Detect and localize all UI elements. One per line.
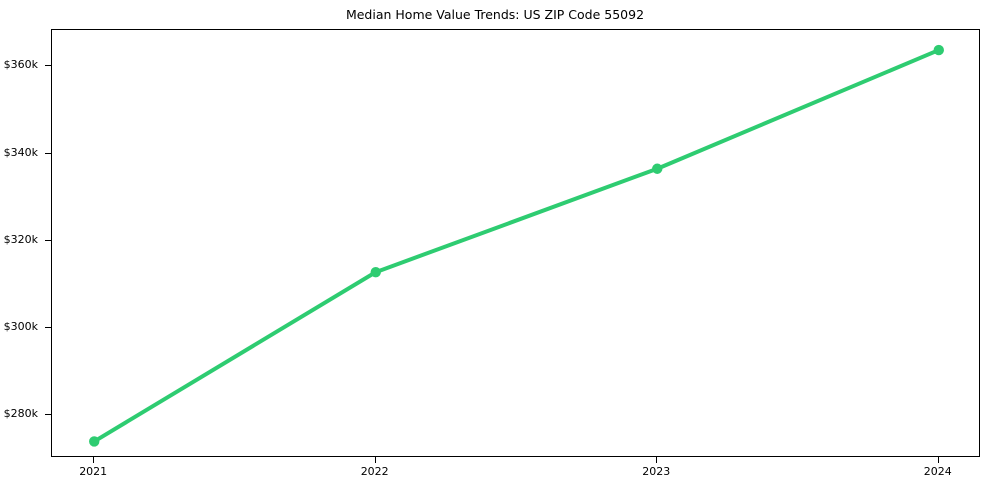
x-axis-tick bbox=[374, 457, 376, 463]
x-axis-tick-label: 2021 bbox=[79, 465, 108, 478]
y-axis-tick-label: $340k bbox=[3, 145, 38, 159]
y-axis-tick bbox=[45, 414, 51, 416]
data-point-marker bbox=[933, 44, 944, 56]
data-line-median-home-value bbox=[92, 48, 941, 444]
data-markers-group bbox=[89, 44, 944, 447]
y-axis-tick bbox=[45, 239, 51, 241]
y-axis-tick-label: $320k bbox=[3, 232, 38, 246]
data-point-marker bbox=[89, 436, 100, 447]
y-axis-tick bbox=[45, 65, 51, 67]
y-axis-tick-label: $360k bbox=[3, 58, 38, 72]
x-axis-tick bbox=[656, 457, 658, 463]
x-axis-tick-label: 2024 bbox=[923, 465, 952, 478]
plot-area bbox=[51, 29, 980, 457]
chart-title: Median Home Value Trends: US ZIP Code 55… bbox=[345, 7, 645, 22]
y-axis-tick bbox=[45, 327, 51, 328]
x-axis-tick-label: 2022 bbox=[360, 465, 389, 478]
y-axis-tick-label: $300k bbox=[3, 320, 38, 333]
y-axis-tick bbox=[45, 152, 51, 154]
data-point-marker bbox=[652, 163, 663, 174]
x-axis-tick bbox=[937, 457, 939, 463]
data-point-marker bbox=[370, 266, 381, 278]
y-axis-tick-label: $280k bbox=[3, 407, 38, 421]
x-axis-tick-label: 2023 bbox=[642, 465, 671, 478]
x-axis-tick bbox=[93, 457, 95, 463]
line-series-svg bbox=[89, 44, 944, 447]
